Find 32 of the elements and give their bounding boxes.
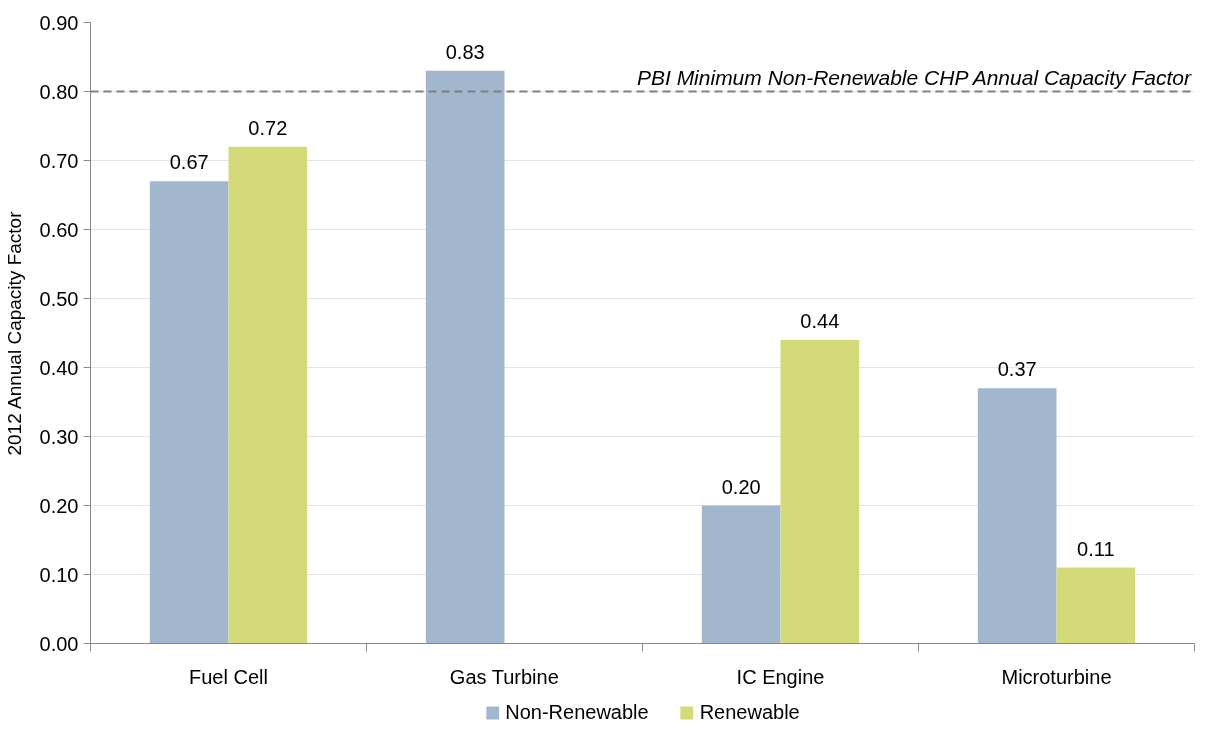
data-label: 0.44: [800, 309, 840, 332]
data-label: 0.67: [169, 151, 209, 174]
y-tick-label: 0.40: [39, 356, 79, 379]
y-axis-title: 2012 Annual Capacity Factor: [3, 210, 25, 456]
bar: [1056, 567, 1136, 644]
y-tick-label: 0.80: [39, 80, 79, 103]
x-tick-label: Microturbine: [1001, 665, 1112, 688]
x-tick-label: Fuel Cell: [189, 665, 268, 688]
y-tick-label: 0.20: [39, 494, 79, 517]
x-tick-label: Gas Turbine: [449, 665, 559, 688]
legend-label: Renewable: [699, 700, 800, 724]
y-tick-label: 0.50: [39, 287, 79, 310]
data-label: 0.83: [445, 40, 485, 63]
ref-line-label: PBI Minimum Non-Renewable CHP Annual Capacity Factor: [636, 65, 1192, 89]
bar: [425, 70, 505, 644]
data-label: 0.37: [997, 358, 1037, 381]
data-label: 0.11: [1077, 537, 1115, 560]
y-tick-label: 0.10: [39, 563, 79, 586]
bar: [701, 505, 781, 644]
legend-label: Non-Renewable: [505, 700, 649, 724]
bar: [977, 388, 1057, 644]
y-tick-label: 0.00: [39, 632, 79, 655]
data-label: 0.72: [248, 116, 288, 139]
y-tick-label: 0.60: [39, 218, 79, 241]
bar: [228, 146, 308, 644]
bar: [149, 181, 229, 644]
bar: [780, 339, 860, 644]
y-tick-label: 0.70: [39, 149, 79, 172]
x-tick-label: IC Engine: [736, 665, 825, 688]
data-label: 0.20: [721, 475, 761, 498]
y-tick-label: 0.90: [39, 11, 79, 34]
y-tick-label: 0.30: [39, 425, 79, 448]
